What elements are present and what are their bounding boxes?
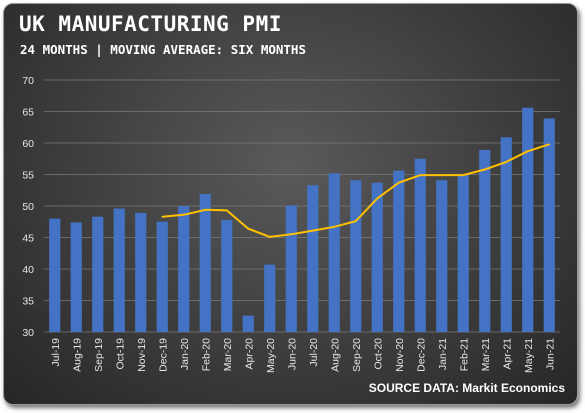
moving-average-point <box>462 174 465 176</box>
x-tick-label: Dec-20 <box>415 338 427 372</box>
bar <box>522 107 534 332</box>
moving-average-point <box>268 236 271 238</box>
x-tick-label: Nov-19 <box>136 338 148 372</box>
bar <box>457 173 469 332</box>
moving-average-point <box>548 143 551 146</box>
y-tick-label: 65 <box>22 107 34 119</box>
moving-average-point <box>397 181 400 184</box>
y-tick-label: 35 <box>22 296 34 308</box>
x-tick-label: Jan-21 <box>437 338 449 370</box>
moving-average-point <box>483 168 486 171</box>
x-tick-label: Jul-20 <box>308 338 320 367</box>
bar <box>242 315 254 332</box>
bar <box>307 185 319 332</box>
bar <box>436 180 448 332</box>
y-tick-label: 45 <box>22 233 34 245</box>
chart-subtitle: 24 MONTHS | MOVING AVERAGE: SIX MONTHS <box>20 42 306 57</box>
y-tick-label: 50 <box>22 201 34 213</box>
moving-average-point <box>505 161 508 163</box>
x-tick-label: Jun-21 <box>544 338 556 370</box>
moving-average-point <box>161 215 164 218</box>
x-tick-label: Sep-20 <box>351 338 363 372</box>
moving-average-point <box>354 220 357 222</box>
x-tick-label: Dec-19 <box>157 338 169 372</box>
bar <box>221 219 233 332</box>
moving-average-point <box>247 227 250 230</box>
moving-average-point <box>311 229 314 232</box>
moving-average-point <box>440 174 443 176</box>
moving-average-point <box>419 174 422 176</box>
bar <box>113 208 125 332</box>
x-tick-label: May-21 <box>523 338 535 373</box>
x-tick-label: Feb-20 <box>200 338 212 371</box>
moving-average-point <box>182 214 185 216</box>
y-tick-label: 40 <box>22 264 34 276</box>
bar <box>543 118 555 333</box>
chart-title: UK MANUFACTURING PMI <box>19 12 282 36</box>
moving-average-point <box>376 197 379 200</box>
source-note: SOURCE DATA: Markit Economics <box>368 381 565 395</box>
x-tick-label: Feb-21 <box>458 338 470 371</box>
bar <box>414 158 426 332</box>
bar <box>135 212 147 332</box>
x-tick-label: Mar-20 <box>222 338 234 371</box>
y-tick-label: 55 <box>22 170 34 182</box>
bar <box>371 182 383 332</box>
bar <box>178 206 190 332</box>
x-tick-label: May-20 <box>265 338 277 373</box>
bar <box>393 170 405 332</box>
x-tick-label: Sep-19 <box>93 338 105 372</box>
bar <box>328 173 340 332</box>
y-tick-label: 70 <box>22 75 34 87</box>
x-tick-label: Nov-20 <box>394 338 406 372</box>
x-tick-label: Jan-20 <box>179 338 191 370</box>
x-tick-label: Aug-19 <box>71 338 83 372</box>
bar <box>92 216 104 332</box>
x-tick-label: Mar-21 <box>480 338 492 371</box>
bar <box>49 218 61 332</box>
bar <box>70 222 82 332</box>
bar <box>156 221 168 332</box>
bar <box>199 194 211 332</box>
x-tick-label: Apr-21 <box>501 338 513 370</box>
bar <box>350 180 362 332</box>
moving-average-point <box>333 225 336 228</box>
bar <box>479 149 491 332</box>
x-tick-label: Jun-20 <box>286 338 298 370</box>
bar <box>500 137 512 332</box>
y-tick-label: 30 <box>22 327 34 339</box>
moving-average-point <box>290 233 293 236</box>
y-tick-label: 60 <box>22 138 34 150</box>
x-tick-label: Aug-20 <box>329 338 341 372</box>
bar <box>285 205 297 332</box>
moving-average-point <box>526 150 529 152</box>
x-tick-label: Oct-20 <box>372 338 384 370</box>
x-tick-label: Jul-19 <box>50 338 62 367</box>
moving-average-point <box>225 209 228 212</box>
moving-average-point <box>204 208 207 211</box>
bar <box>264 264 276 332</box>
x-tick-label: Oct-19 <box>114 338 126 370</box>
x-tick-label: Apr-20 <box>243 338 255 370</box>
